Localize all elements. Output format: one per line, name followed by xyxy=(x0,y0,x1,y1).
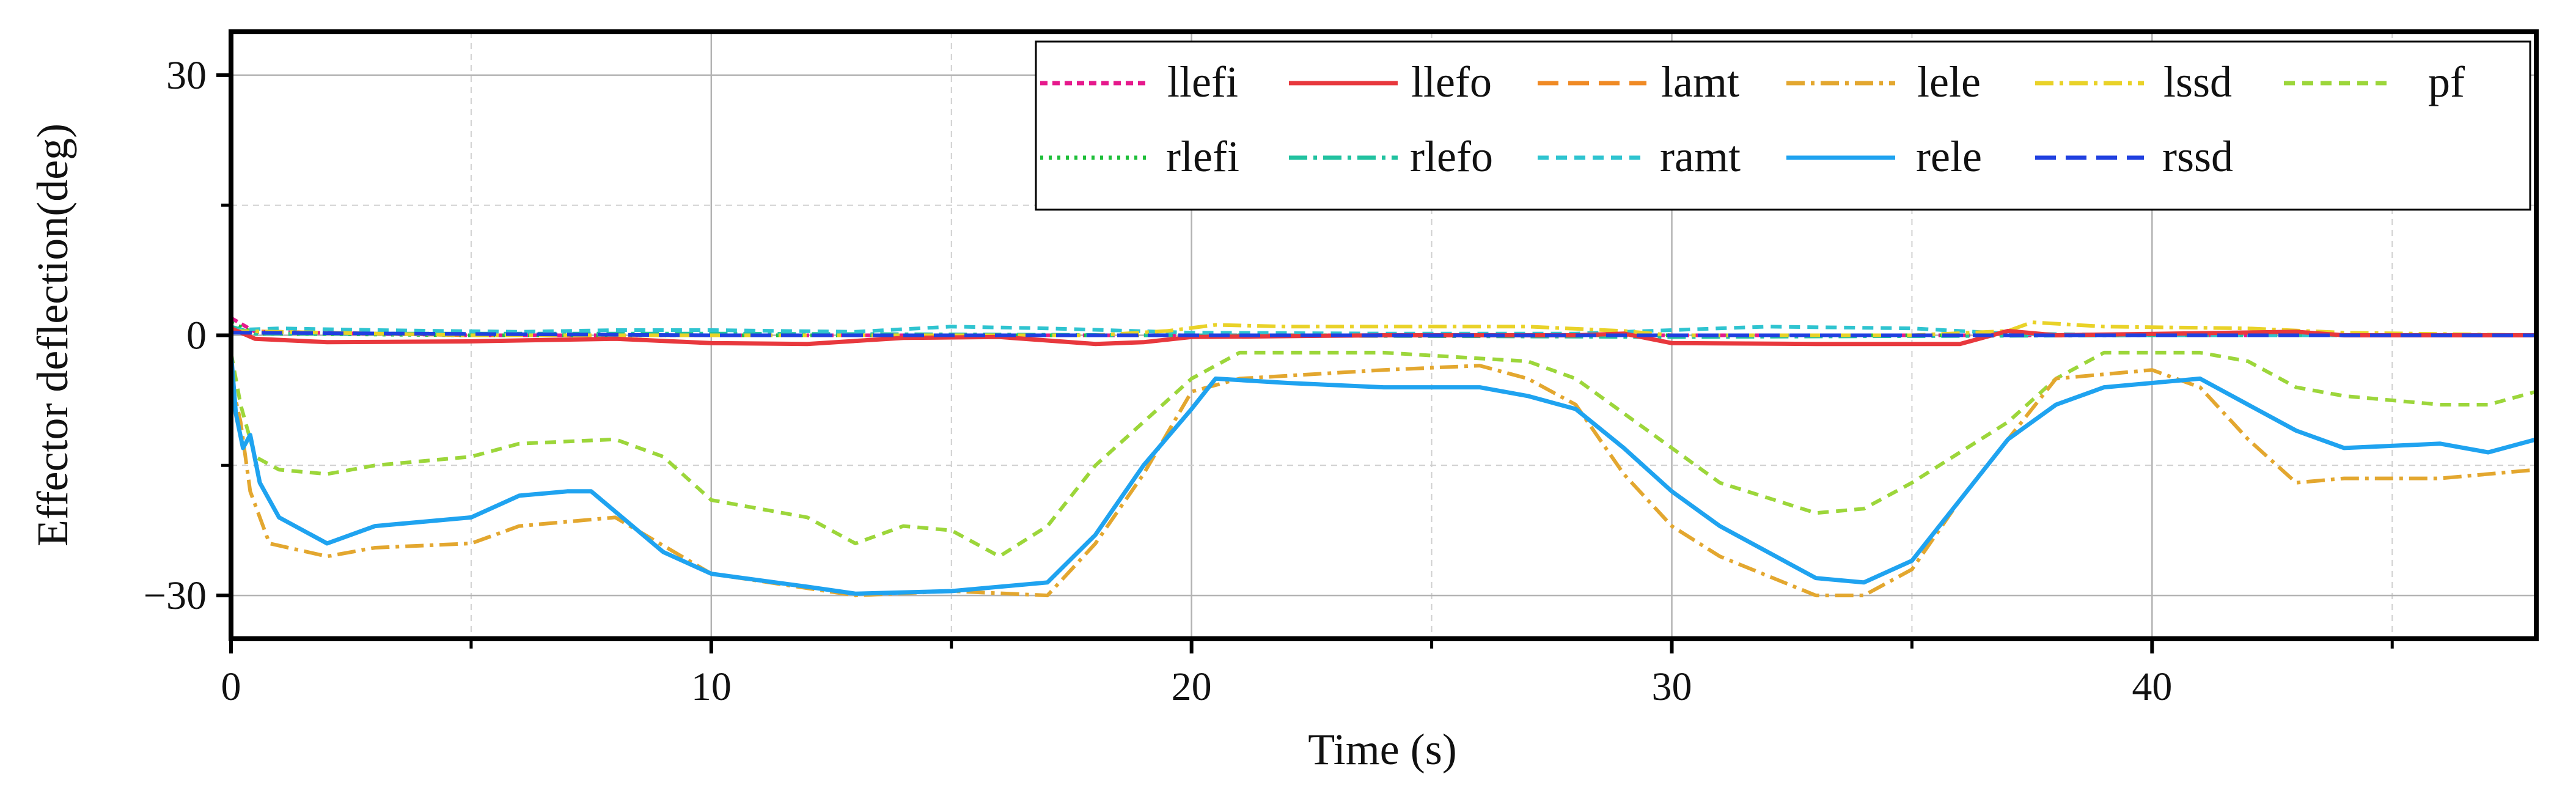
legend-label-ramt: ramt xyxy=(1660,132,1741,181)
x-tick-label: 40 xyxy=(2132,664,2172,709)
legend-item-rlefo: rlefo xyxy=(1289,132,1493,181)
axis-ticks: 0 10 20 30 40 −30 0 30 xyxy=(144,53,2394,709)
legend-label-rlefo: rlefo xyxy=(1410,132,1493,181)
legend-label-lssd: lssd xyxy=(2163,57,2232,106)
legend-label-lamt: lamt xyxy=(1661,57,1739,106)
legend-item-lamt: lamt xyxy=(1538,57,1739,106)
y-tick-label: −30 xyxy=(144,573,207,618)
series-line-lele xyxy=(231,364,2536,598)
legend-item-llefo: llefo xyxy=(1289,57,1492,106)
series-line-pf xyxy=(231,350,2536,559)
legend-box xyxy=(1035,40,2531,211)
x-tick-label: 0 xyxy=(221,664,241,709)
series-line-rele xyxy=(231,352,2536,596)
legend-item-ramt: ramt xyxy=(1538,132,1741,181)
legend-item-llefi: llefi xyxy=(1040,57,1238,106)
legend-label-llefo: llefo xyxy=(1411,57,1492,106)
y-tick-label: 0 xyxy=(186,314,207,358)
x-tick-label: 30 xyxy=(1652,664,1692,709)
x-axis-title: Time (s) xyxy=(1308,725,1456,774)
y-axis-title: Effector deflection(deg) xyxy=(28,123,77,546)
series-lines xyxy=(231,316,2536,598)
legend-item-rssd: rssd xyxy=(2035,132,2233,181)
legend-label-pf: pf xyxy=(2428,57,2465,106)
y-tick-label: 30 xyxy=(166,53,207,98)
legend-item-lssd: lssd xyxy=(2035,57,2232,106)
legend-item-lele: lele xyxy=(1786,57,1981,106)
legend-item-pf: pf xyxy=(2284,57,2465,106)
series-line-rssd xyxy=(231,331,2536,337)
legend-label-rssd: rssd xyxy=(2162,132,2233,181)
x-tick-label: 10 xyxy=(691,664,732,709)
legend: llefi llefo lamt lele lssd pf rlefi rlefo ramt re… xyxy=(1035,40,2531,211)
series-line-ramt xyxy=(231,325,2536,337)
legend-label-llefi: llefi xyxy=(1167,57,1238,106)
legend-label-rlefi: rlefi xyxy=(1166,132,1239,181)
legend-item-rlefi: rlefi xyxy=(1040,132,1239,181)
legend-item-rele: rele xyxy=(1786,132,1982,181)
x-tick-label: 20 xyxy=(1172,664,1212,709)
legend-label-rele: rele xyxy=(1916,132,1982,181)
legend-label-lele: lele xyxy=(1917,57,1981,106)
